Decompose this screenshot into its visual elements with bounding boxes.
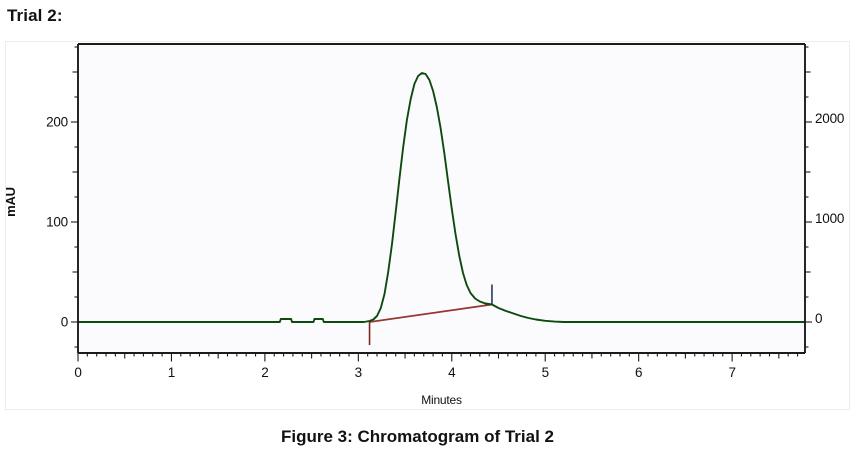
y-axis-left: 0 100 200 bbox=[46, 46, 78, 348]
svg-text:0: 0 bbox=[61, 315, 68, 330]
svg-text:1000: 1000 bbox=[815, 211, 844, 226]
svg-text:mAU: mAU bbox=[3, 187, 18, 217]
svg-text:3: 3 bbox=[355, 365, 362, 380]
svg-text:2000: 2000 bbox=[815, 111, 844, 126]
svg-text:4: 4 bbox=[448, 365, 456, 380]
svg-text:0: 0 bbox=[815, 311, 822, 326]
svg-text:0: 0 bbox=[74, 365, 81, 380]
svg-text:100: 100 bbox=[46, 215, 68, 230]
y-axis-right: 0 1000 2000 bbox=[805, 46, 844, 348]
svg-text:Minutes: Minutes bbox=[421, 393, 462, 407]
figure-caption: Figure 3: Chromatogram of Trial 2 bbox=[281, 427, 554, 446]
trial-label: Trial 2: bbox=[7, 6, 63, 25]
x-axis-title: Minutes bbox=[421, 393, 462, 407]
svg-text:7: 7 bbox=[728, 365, 735, 380]
signal-trace bbox=[77, 72, 806, 323]
x-axis: 0 1 2 3 4 5 6 7 bbox=[74, 353, 799, 380]
svg-text:2: 2 bbox=[261, 365, 268, 380]
svg-text:6: 6 bbox=[635, 365, 642, 380]
svg-text:200: 200 bbox=[46, 115, 68, 130]
svg-text:1: 1 bbox=[168, 365, 175, 380]
y-axis-title: mAU bbox=[3, 187, 18, 217]
integration-baseline bbox=[369, 303, 493, 323]
plot-area bbox=[78, 44, 805, 353]
svg-text:5: 5 bbox=[542, 365, 549, 380]
